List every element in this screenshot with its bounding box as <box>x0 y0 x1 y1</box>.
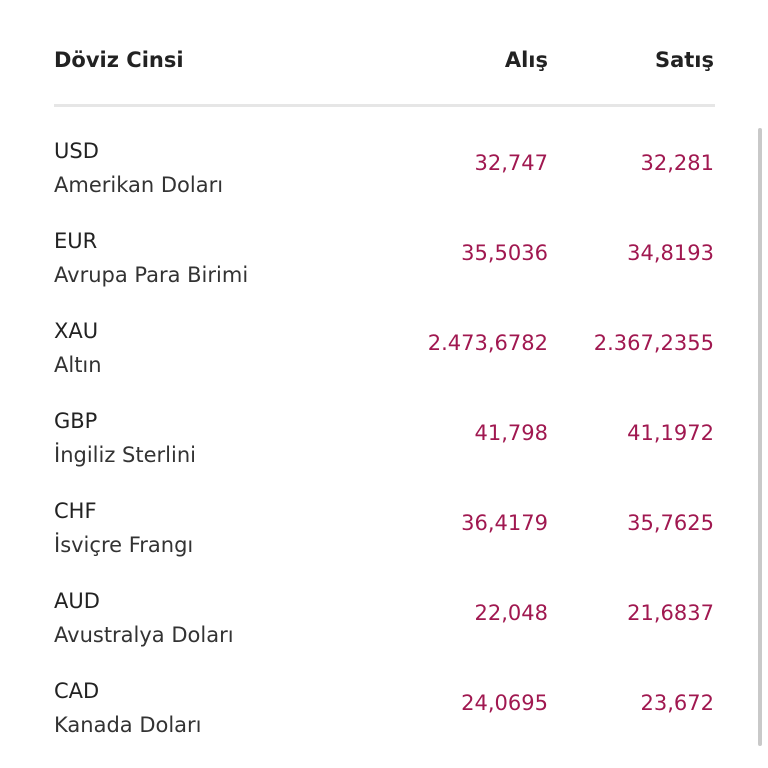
currency-name: Altın <box>54 353 102 377</box>
currency-code: CAD <box>54 679 100 703</box>
column-header: Satış <box>654 48 714 72</box>
currency-row: XAU Altın 2.473,6782 2.367,2355 <box>0 316 768 406</box>
buy-rate: 41,798 <box>474 421 548 445</box>
buy-rate: 2.473,6782 <box>427 331 548 355</box>
buy-rate: 36,4179 <box>461 511 548 535</box>
currency-code: EUR <box>54 229 98 253</box>
sell-rate: 41,1972 <box>627 421 714 445</box>
currency-code: XAU <box>54 319 99 343</box>
divider <box>54 104 715 107</box>
buy-rate: 24,0695 <box>461 691 548 715</box>
column-header: Alış <box>504 48 548 72</box>
sell-rate: 23,672 <box>640 691 714 715</box>
sell-rate: 2.367,2355 <box>593 331 714 355</box>
currency-code: GBP <box>54 409 98 433</box>
currency-row: USD Amerikan Doları 32,747 32,281 <box>0 136 768 226</box>
currency-code: CHF <box>54 499 97 523</box>
currency-name: Kanada Doları <box>54 713 202 737</box>
sell-rate: 35,7625 <box>627 511 714 535</box>
buy-rate: 22,048 <box>474 601 548 625</box>
currency-row: CAD Kanada Doları 24,0695 23,672 <box>0 676 768 766</box>
sell-rate: 32,281 <box>640 151 714 175</box>
currency-name: İsviçre Frangı <box>54 533 194 557</box>
scrollbar <box>758 128 762 746</box>
buy-rate: 35,5036 <box>461 241 548 265</box>
currency-row: EUR Avrupa Para Birimi 35,5036 34,8193 <box>0 226 768 316</box>
currency-name: Avustralya Doları <box>54 623 234 647</box>
currency-row: GBP İngiliz Sterlini 41,798 41,1972 <box>0 406 768 496</box>
currency-name: Amerikan Doları <box>54 173 224 197</box>
sell-rate: 21,6837 <box>627 601 714 625</box>
currency-row: CHF İsviçre Frangı 36,4179 35,7625 <box>0 496 768 586</box>
column-header: Döviz Cinsi <box>54 48 184 72</box>
currency-code: USD <box>54 139 99 163</box>
currency-code: AUD <box>54 589 100 613</box>
currency-name: İngiliz Sterlini <box>54 443 196 467</box>
sell-rate: 34,8193 <box>627 241 714 265</box>
currency-row: AUD Avustralya Doları 22,048 21,6837 <box>0 586 768 676</box>
currency-name: Avrupa Para Birimi <box>54 263 249 287</box>
buy-rate: 32,747 <box>474 151 548 175</box>
